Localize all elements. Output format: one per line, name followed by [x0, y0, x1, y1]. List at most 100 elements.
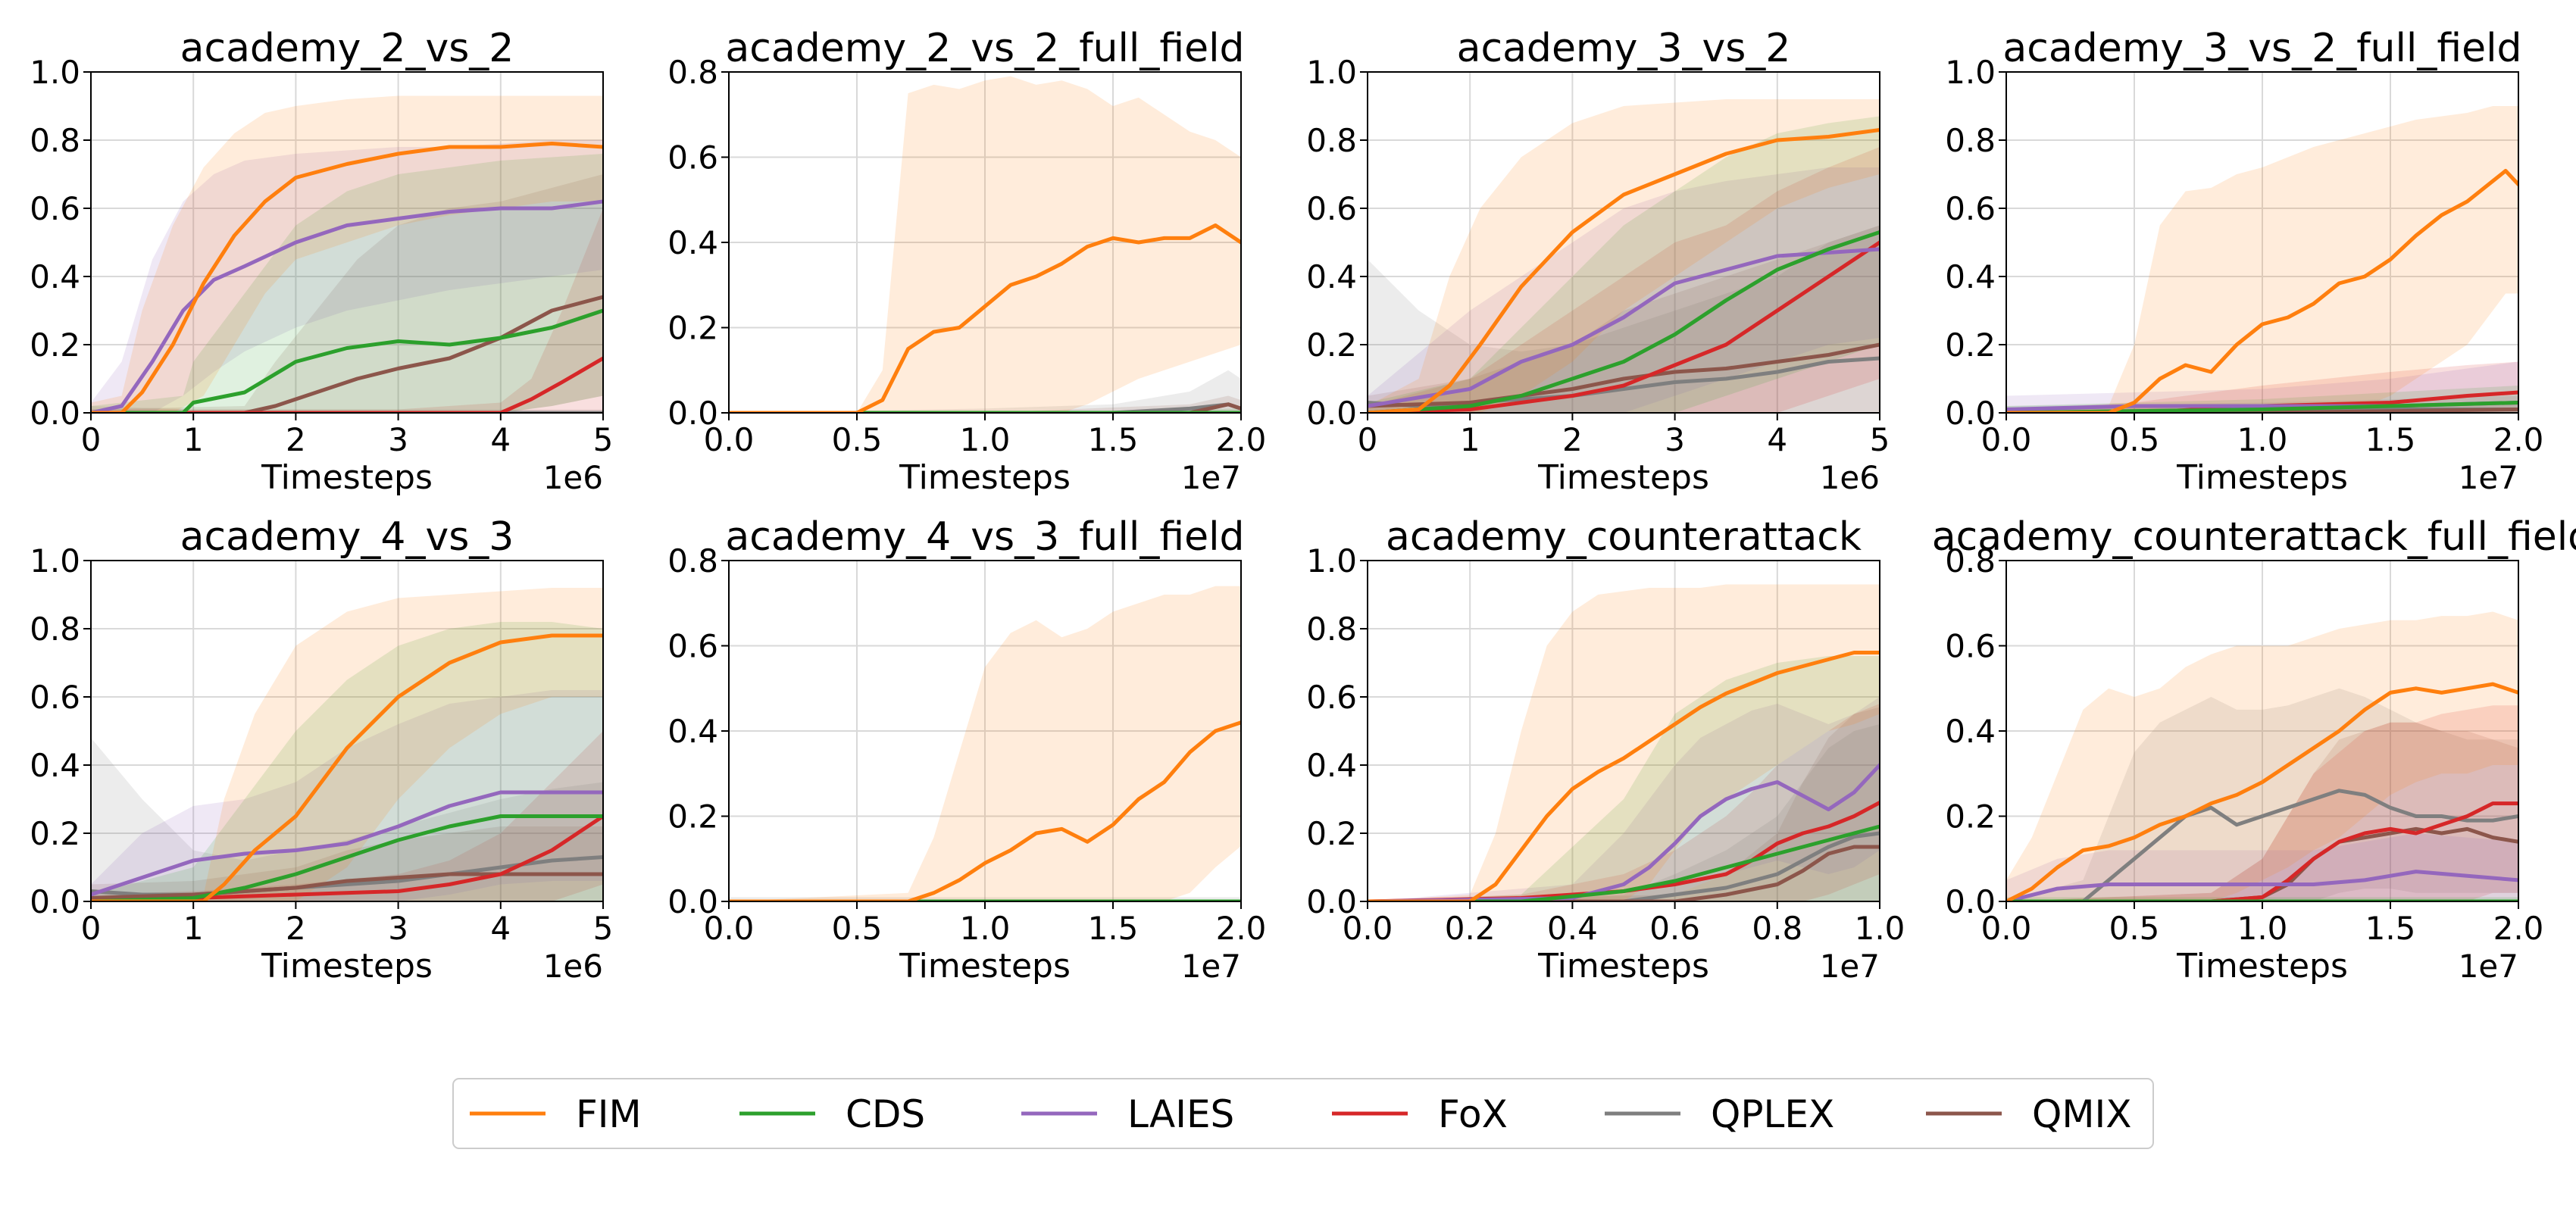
- x-tick-label: 1.5: [1088, 421, 1139, 458]
- band-fox: [1368, 147, 1880, 413]
- y-tick-label: 0.8: [1306, 611, 1357, 648]
- x-tick-label: 1.5: [1088, 910, 1139, 947]
- x-axis-label: Timesteps: [1537, 947, 1709, 986]
- x-axis-label: Timesteps: [899, 947, 1071, 986]
- y-tick-label: 0.0: [1945, 395, 1996, 432]
- plot-area: [1368, 72, 1880, 413]
- band-laies: [91, 690, 603, 901]
- x-offset-label: 1e7: [2459, 948, 2518, 985]
- legend-label: QPLEX: [1711, 1092, 1834, 1136]
- line-qmix: [2006, 408, 2518, 413]
- y-tick-label: 0.0: [30, 883, 80, 920]
- y-tick-label: 1.0: [1306, 54, 1357, 91]
- band-fim: [2006, 106, 2518, 413]
- line-fim: [729, 720, 1241, 901]
- x-tick-label: 1.0: [2237, 421, 2288, 458]
- y-tick-label: 0.2: [1945, 798, 1996, 836]
- chart-title: academy_4_vs_3: [180, 514, 514, 560]
- y-tick-label: 1.0: [1945, 54, 1996, 91]
- y-tick-label: 0.8: [1945, 122, 1996, 159]
- y-tick-label: 0.4: [1945, 713, 1996, 750]
- band-qmix: [1368, 707, 1880, 901]
- legend-label: FIM: [576, 1092, 642, 1136]
- tick-labels: 0 1 2 3 4 5 0.0 0.2 0.4 0.6 0.8 1.0: [30, 542, 613, 947]
- legend-frame: [452, 1078, 2154, 1149]
- x-tick-label: 0.0: [704, 910, 755, 947]
- band-fox: [1368, 704, 1880, 901]
- line-fim: [729, 223, 1241, 413]
- line-cds: [1368, 824, 1880, 901]
- line-fim: [2006, 169, 2518, 413]
- plot-area: [91, 72, 603, 413]
- y-tick-label: 0.4: [1945, 258, 1996, 295]
- x-tick-label: 4: [490, 910, 511, 947]
- line-fim: [91, 142, 603, 413]
- line-qmix: [729, 402, 1241, 413]
- y-tick-label: 1.0: [30, 542, 80, 579]
- band-qmix: [2006, 722, 2518, 901]
- x-tick-label: 0.5: [832, 910, 883, 947]
- y-tick-label: 0.2: [1306, 815, 1357, 852]
- x-axis-label: Timesteps: [1537, 458, 1709, 497]
- y-tick-label: 0.8: [667, 542, 718, 579]
- x-tick-label: 1: [1460, 421, 1480, 458]
- legend-items: FIM CDS LAIES FoX QPLEX QMIX: [470, 1092, 2132, 1136]
- chart-title: academy_2_vs_2_full_field: [725, 26, 1244, 71]
- series-group: [1368, 99, 1880, 413]
- x-tick-label: 0.0: [1981, 910, 2032, 947]
- y-tick-label: 0.6: [1945, 190, 1996, 227]
- x-tick-label: 2.0: [2493, 421, 2544, 458]
- line-qmix: [91, 295, 603, 413]
- x-offset-label: 1e7: [1820, 948, 1880, 985]
- y-tick-label: 0.0: [1306, 883, 1357, 920]
- subplot-academy-4-vs-3-full-field: 0.0 0.5 1.0 1.5 2.0 0.0 0.2 0.4 0.6 0.8academy_4_…: [667, 514, 1266, 986]
- legend-label: LAIES: [1127, 1092, 1234, 1136]
- x-tick-label: 2: [286, 421, 306, 458]
- chart-title: academy_counterattack_full_field: [1932, 514, 2576, 560]
- band-fox: [2006, 705, 2518, 901]
- x-tick-label: 5: [1870, 421, 1890, 458]
- y-tick-label: 0.0: [1945, 883, 1996, 920]
- x-tick-label: 1.5: [2365, 421, 2416, 458]
- tick-labels: 0.0 0.5 1.0 1.5 2.0 0.0 0.2 0.4 0.6 0.8: [667, 54, 1266, 458]
- band-fim: [729, 76, 1241, 413]
- tick-labels: 0 1 2 3 4 5 0.0 0.2 0.4 0.6 0.8 1.0: [1306, 54, 1890, 458]
- legend-item-cds: CDS: [739, 1092, 925, 1136]
- legend-item-laies: LAIES: [1021, 1092, 1234, 1136]
- x-axis-label: Timesteps: [899, 458, 1071, 497]
- y-tick-label: 0.2: [30, 326, 80, 364]
- x-tick-label: 1: [183, 421, 204, 458]
- axes-frame: [90, 560, 604, 902]
- y-tick-label: 0.2: [1306, 326, 1357, 364]
- legend-item-fim: FIM: [470, 1092, 642, 1136]
- x-tick-label: 0.2: [1445, 910, 1496, 947]
- x-offset-label: 1e7: [1181, 948, 1241, 985]
- y-tick-label: 0.2: [30, 815, 80, 852]
- subplot-academy-3-vs-2-full-field: 0.0 0.5 1.0 1.5 2.00.00.20.40.60.81.0academy…: [1945, 26, 2543, 497]
- line-fox: [2006, 801, 2518, 901]
- x-tick-label: 1.0: [960, 910, 1011, 947]
- x-offset-label: 1e7: [2459, 459, 2518, 496]
- x-tick-label: 5: [593, 910, 614, 947]
- y-tick-label: 0.6: [1945, 628, 1996, 665]
- panels: 0 1 2 3 4 5 0.0 0.2 0.4 0.6 0.8 1.0 academy_2_vs_2 Ti…: [30, 26, 2576, 986]
- band-laies: [1368, 167, 1880, 413]
- line-fox: [91, 356, 603, 413]
- legend-label: FoX: [1438, 1092, 1508, 1136]
- x-axis-label: Timesteps: [261, 458, 433, 497]
- y-tick-label: 0.0: [30, 395, 80, 432]
- y-tick-label: 0.6: [30, 679, 80, 716]
- series-group: [91, 588, 603, 901]
- y-tick-label: 0.6: [1306, 190, 1357, 227]
- line-cds: [2006, 401, 2518, 413]
- x-tick-label: 0.5: [2109, 421, 2160, 458]
- y-tick-label: 0.2: [667, 310, 718, 347]
- chart-title: academy_4_vs_3_full_field: [725, 514, 1244, 560]
- x-offset-label: 1e7: [1181, 459, 1241, 496]
- band-qplex: [91, 738, 603, 901]
- x-tick-label: 1.0: [2237, 910, 2288, 947]
- x-tick-label: 4: [1767, 421, 1787, 458]
- y-tick-label: 0.6: [1306, 679, 1357, 716]
- subplot-academy-4-vs-3: 0 1 2 3 4 5 0.0 0.2 0.4 0.6 0.8 1.0 academy_4_vs_3 Ti…: [30, 514, 613, 986]
- x-tick-label: 3: [388, 421, 408, 458]
